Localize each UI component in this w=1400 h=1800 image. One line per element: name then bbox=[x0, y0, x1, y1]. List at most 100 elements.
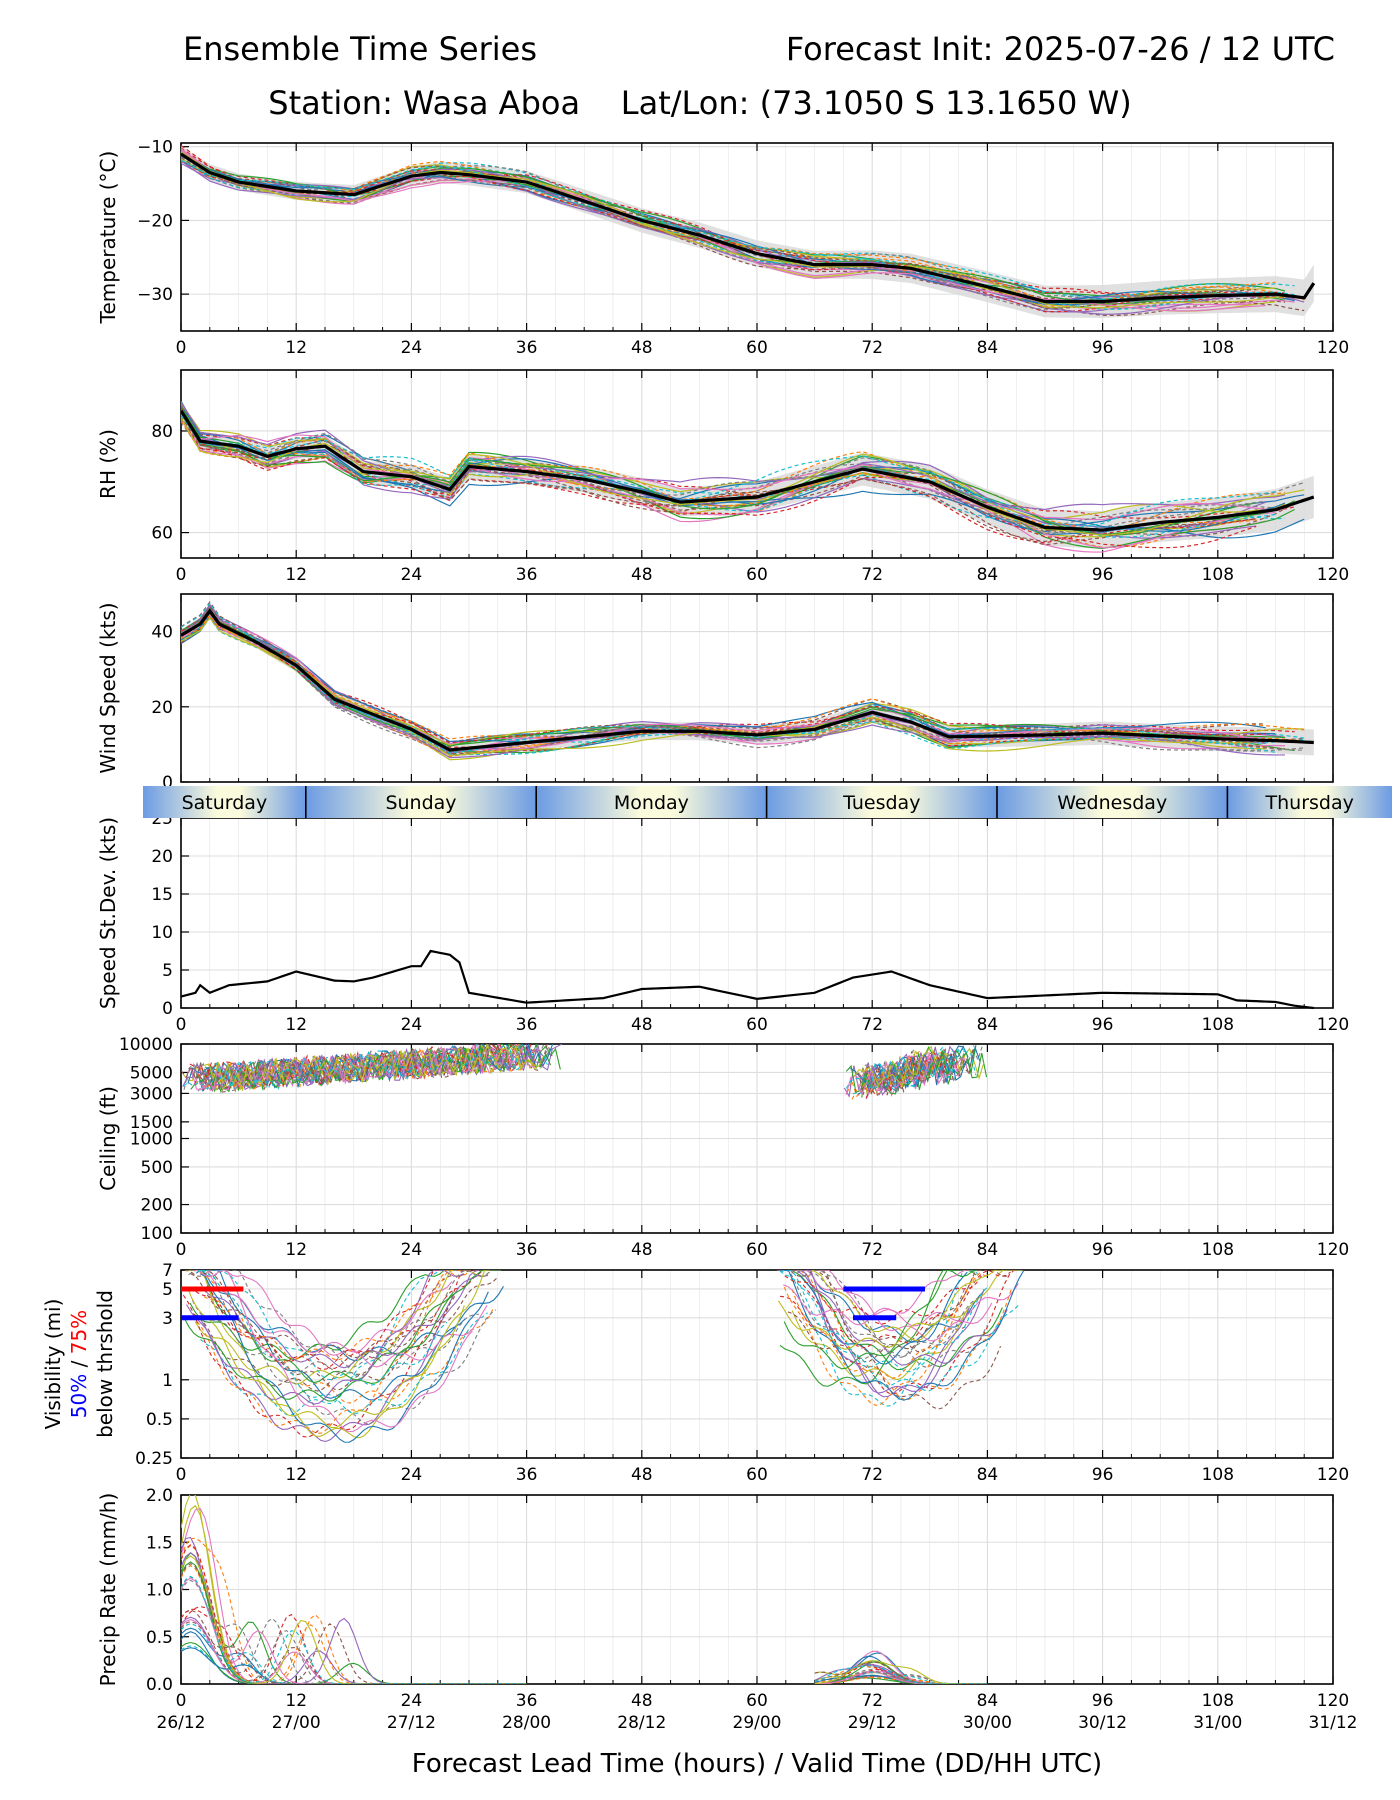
y-tick-label: 7 bbox=[162, 1261, 173, 1281]
member-line bbox=[181, 152, 1286, 301]
temperature-ylabel: Temperature (°C) bbox=[96, 151, 120, 325]
x-tick-label: 120 bbox=[1317, 1015, 1349, 1035]
x-tick-label: 48 bbox=[631, 1015, 653, 1035]
x-tick-label: 0 bbox=[176, 565, 187, 585]
member-line bbox=[181, 417, 1257, 544]
member-line bbox=[845, 1050, 977, 1091]
member-line bbox=[791, 1270, 1023, 1381]
x-tick-label: 12 bbox=[285, 1240, 307, 1260]
x-tick-label: 84 bbox=[977, 338, 999, 358]
x-tick-label: 36 bbox=[516, 1691, 538, 1711]
y-tick-label: 15 bbox=[151, 885, 173, 905]
wind_speed-ylabel: Wind Speed (kts) bbox=[96, 602, 120, 773]
member-line bbox=[776, 1270, 1008, 1366]
y-tick-label: 2.0 bbox=[146, 1486, 173, 1506]
member-line bbox=[181, 160, 1257, 315]
member-line bbox=[181, 607, 1305, 754]
x-tick-label: 24 bbox=[401, 1465, 423, 1485]
forecast-init-label: Forecast Init: 2025-07-26 / 12 UTC bbox=[785, 30, 1335, 68]
member-line bbox=[181, 155, 1305, 304]
member-line bbox=[181, 405, 1305, 539]
member-line bbox=[195, 1270, 485, 1369]
member-line bbox=[186, 1270, 495, 1404]
x-tick-label: 96 bbox=[1092, 338, 1114, 358]
wind_speed-series-group bbox=[181, 601, 1314, 761]
x-tick-label: 84 bbox=[977, 1240, 999, 1260]
member-line bbox=[181, 1608, 527, 1684]
x-tick-label: 60 bbox=[746, 1691, 768, 1711]
member-line bbox=[204, 1274, 489, 1369]
valid-time-label: 26/12 bbox=[157, 1713, 206, 1733]
member-line bbox=[194, 1270, 489, 1385]
member-line bbox=[783, 1273, 977, 1406]
stdev-line bbox=[180, 949, 1314, 1010]
valid-time-label: 30/12 bbox=[1078, 1713, 1127, 1733]
y-tick-label: 1.5 bbox=[146, 1533, 173, 1553]
y-tick-label: 40 bbox=[151, 623, 173, 643]
visibility-percentile-legend: 50% / 75% bbox=[67, 1310, 91, 1418]
member-line bbox=[181, 157, 1286, 317]
x-tick-label: 72 bbox=[861, 1240, 883, 1260]
y-tick-label: 10000 bbox=[119, 1035, 173, 1055]
member-line bbox=[181, 417, 1305, 536]
panel-precip_rate: 0.0 0.5 1.0 1.5 2.0 Precip Rate (mm/h) 0 12 24 36… bbox=[96, 1486, 1358, 1733]
x-tick-label: 24 bbox=[401, 338, 423, 358]
member-line bbox=[814, 1676, 988, 1684]
member-line bbox=[181, 149, 1257, 302]
visibility-threshold-label: below thrshold bbox=[93, 1290, 117, 1438]
x-tick-label: 96 bbox=[1092, 1465, 1114, 1485]
x-tick-label: 12 bbox=[285, 1691, 307, 1711]
precip_rate-member-cluster bbox=[814, 1650, 988, 1684]
member-line bbox=[791, 1270, 985, 1343]
member-line bbox=[787, 1270, 1009, 1363]
x-tick-label: 60 bbox=[746, 1465, 768, 1485]
legend-75-label: 75% bbox=[67, 1310, 91, 1354]
member-line bbox=[814, 1665, 988, 1684]
member-line bbox=[183, 1270, 501, 1402]
x-tick-label: 84 bbox=[977, 1015, 999, 1035]
member-line bbox=[181, 151, 1257, 302]
x-tick-label: 108 bbox=[1202, 338, 1234, 358]
precip_rate-ylabel: Precip Rate (mm/h) bbox=[96, 1493, 120, 1687]
member-line bbox=[853, 1045, 937, 1088]
member-line bbox=[183, 1044, 525, 1091]
member-line bbox=[181, 401, 1286, 511]
member-line bbox=[188, 1270, 497, 1425]
member-line bbox=[181, 1537, 527, 1684]
y-tick-label: 0 bbox=[162, 999, 173, 1019]
valid-time-label: 28/00 bbox=[502, 1713, 551, 1733]
member-line bbox=[191, 1270, 491, 1373]
day-label: Thursday bbox=[1265, 792, 1354, 814]
member-line bbox=[181, 160, 1295, 306]
y-tick-label: 60 bbox=[151, 524, 173, 544]
temperature-series-group bbox=[181, 144, 1316, 318]
member-line bbox=[181, 151, 1295, 301]
y-tick-label: 0 bbox=[162, 773, 173, 793]
x-axis-label: Forecast Lead Time (hours) / Valid Time … bbox=[412, 1749, 1102, 1779]
member-line bbox=[856, 1051, 964, 1096]
member-line bbox=[190, 1270, 456, 1391]
x-tick-label: 60 bbox=[746, 338, 768, 358]
y-tick-label: 20 bbox=[151, 698, 173, 718]
valid-time-label: 29/00 bbox=[733, 1713, 782, 1733]
valid-time-label: 28/12 bbox=[617, 1713, 666, 1733]
panel-rh: 60 80 RH (%) 0 12 24 36 48 60 72 84 96 108 120 bbox=[96, 369, 1349, 585]
member-line bbox=[181, 1623, 527, 1684]
member-line bbox=[206, 1270, 453, 1354]
ceiling-member-cluster bbox=[843, 1045, 988, 1100]
x-tick-label: 24 bbox=[401, 1015, 423, 1035]
day-label: Saturday bbox=[182, 792, 268, 814]
member-line bbox=[200, 1273, 489, 1443]
x-tick-label: 48 bbox=[631, 565, 653, 585]
y-tick-label: 5 bbox=[162, 1280, 173, 1300]
y-tick-label: 100 bbox=[141, 1224, 173, 1244]
member-line bbox=[181, 159, 1286, 301]
member-line bbox=[804, 1270, 979, 1407]
member-line bbox=[206, 1270, 448, 1371]
y-tick-label: 3000 bbox=[130, 1084, 173, 1104]
member-line bbox=[852, 1047, 969, 1095]
valid-time-label: 30/00 bbox=[963, 1713, 1012, 1733]
member-line bbox=[195, 1270, 466, 1401]
